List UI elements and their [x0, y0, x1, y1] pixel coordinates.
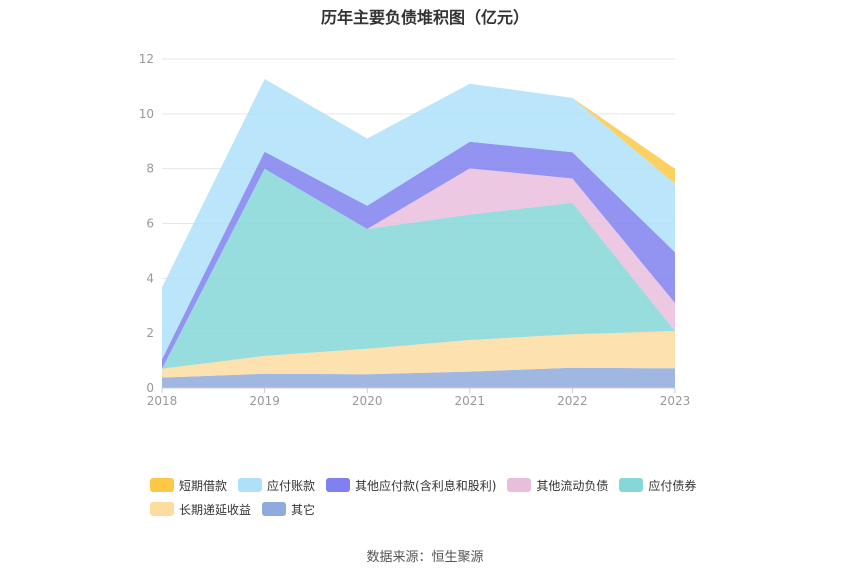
area-其它 — [162, 367, 675, 388]
legend-label: 其他应付款(含利息和股利) — [355, 478, 497, 493]
axes: 0 2 4 6 8 10 12 2018 2019 2020 2021 2022 2023 — [139, 52, 691, 408]
y-tick-label: 10 — [139, 107, 154, 121]
y-tick-label: 4 — [146, 271, 154, 285]
legend-item[interactable]: 短期借款 — [150, 477, 227, 494]
y-tick-label: 12 — [139, 52, 154, 66]
x-tick-label: 2021 — [455, 394, 486, 408]
legend-label: 短期借款 — [179, 478, 228, 493]
legend-swatch — [238, 478, 263, 492]
legend-swatch — [507, 478, 532, 492]
y-tick-label: 8 — [146, 162, 154, 176]
x-tick-label: 2018 — [147, 394, 178, 408]
x-tick-label: 2023 — [660, 394, 691, 408]
legend-row: 短期借款 应付账款 其他应付款(含利息和股利) 其他流动负债 应付债券 — [150, 473, 750, 497]
legend-swatch — [150, 502, 174, 516]
legend-item[interactable]: 应付债券 — [619, 477, 696, 494]
legend-row: 长期递延收益 其它 — [150, 497, 750, 521]
legend-label: 应付账款 — [267, 478, 316, 493]
legend-label: 长期递延收益 — [179, 502, 252, 517]
legend-swatch — [150, 478, 174, 492]
area-其他流动负债 — [162, 168, 675, 369]
legend-swatch — [326, 478, 351, 492]
area-应付债券 — [162, 168, 675, 369]
legend-label: 应付债券 — [648, 478, 697, 493]
legend-label: 其它 — [291, 502, 316, 517]
area-长期递延收益 — [162, 331, 675, 378]
legend-item[interactable]: 长期递延收益 — [150, 501, 251, 518]
y-tick-label: 2 — [146, 326, 154, 340]
area-series — [162, 79, 675, 388]
chart-title: 历年主要负债堆积图（亿元） — [320, 8, 529, 27]
area-应付账款 — [162, 79, 675, 360]
area-其他应付款(含利息和股利) — [162, 141, 675, 369]
legend-item[interactable]: 应付账款 — [238, 477, 315, 494]
legend-item[interactable]: 其他应付款(含利息和股利) — [326, 477, 496, 494]
x-tick-label: 2019 — [249, 394, 280, 408]
y-tick-label: 6 — [146, 217, 154, 231]
legend-item[interactable]: 其他流动负债 — [507, 477, 608, 494]
legend: 短期借款 应付账款 其他应付款(含利息和股利) 其他流动负债 应付债券长期递延收益 其它 — [150, 473, 750, 521]
x-tick-label: 2020 — [352, 394, 383, 408]
y-tick-label: 0 — [146, 381, 154, 395]
legend-label: 其他流动负债 — [536, 478, 609, 493]
legend-swatch — [262, 502, 287, 516]
x-tick-label: 2022 — [557, 394, 588, 408]
legend-item[interactable]: 其它 — [262, 501, 315, 518]
legend-swatch — [619, 478, 644, 492]
data-source: 数据来源：恒生聚源 — [366, 550, 484, 565]
